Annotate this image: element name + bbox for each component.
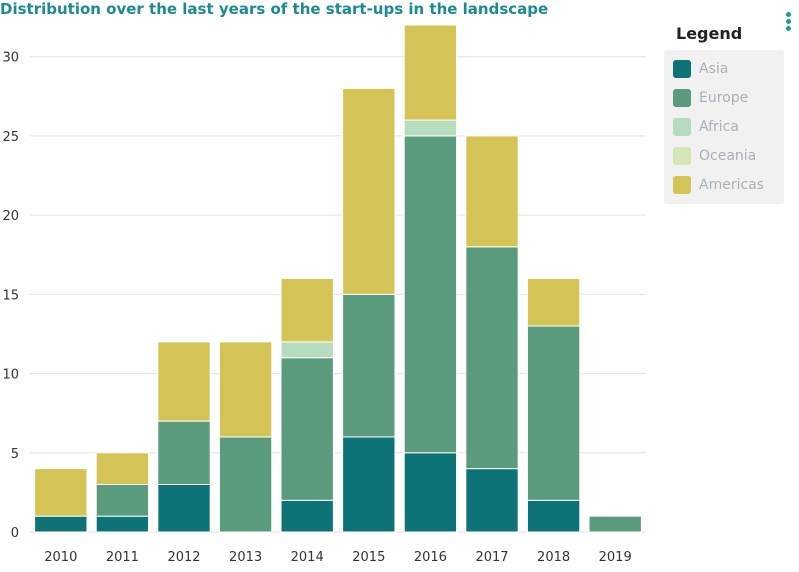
legend: Asia Europe Africa Oceania Americas <box>664 50 784 204</box>
y-tick-label: 5 <box>11 447 19 462</box>
axes: 0 5 10 15 20 25 30 2010 2011 2012 2013 2014 2015 2016… <box>2 51 631 565</box>
x-tick-label: 2010 <box>44 550 77 565</box>
bar-segment-europe[interactable] <box>95 483 150 517</box>
bar-segment-asia[interactable] <box>526 499 581 533</box>
bar-segment-europe[interactable] <box>403 135 458 454</box>
chart-plot: 0 5 10 15 20 25 30 2010 2011 2012 2013 2014 2015 2016… <box>2 24 646 565</box>
legend-swatch <box>673 176 691 194</box>
bar-segment-europe[interactable] <box>280 357 334 501</box>
legend-item-americas[interactable]: Americas <box>673 175 764 195</box>
legend-label: Americas <box>699 177 765 193</box>
y-tick-label: 30 <box>2 51 19 66</box>
x-tick-label: 2017 <box>475 550 508 565</box>
x-tick-label: 2015 <box>352 550 385 565</box>
y-tick-label: 0 <box>11 526 19 541</box>
bar-segment-americas[interactable] <box>526 278 581 327</box>
bar-segment-americas[interactable] <box>218 341 273 438</box>
bar-segment-asia[interactable] <box>280 499 334 533</box>
legend-label: Asia <box>699 61 729 77</box>
legend-item-africa[interactable]: Africa <box>673 117 739 137</box>
bar-segment-americas[interactable] <box>157 341 211 422</box>
bar-segment-americas[interactable] <box>280 278 334 343</box>
x-tick-label: 2012 <box>167 550 200 565</box>
x-tick-label: 2019 <box>599 550 632 565</box>
legend-swatch <box>673 60 691 78</box>
bar-segment-americas[interactable] <box>95 452 150 485</box>
y-tick-label: 10 <box>2 368 19 383</box>
more-options-icon[interactable] <box>781 12 795 36</box>
x-tick-label: 2016 <box>414 550 447 565</box>
bar-segment-asia[interactable] <box>403 452 458 533</box>
bar-segment-asia[interactable] <box>34 515 88 533</box>
x-tick-label: 2013 <box>229 550 262 565</box>
legend-swatch <box>673 147 691 165</box>
legend-item-europe[interactable]: Europe <box>673 88 748 108</box>
legend-item-oceania[interactable]: Oceania <box>673 146 756 166</box>
bar-segment-americas[interactable] <box>34 468 88 517</box>
x-tick-label: 2011 <box>106 550 139 565</box>
legend-swatch <box>673 118 691 136</box>
chart-title: Distribution over the last years of the … <box>0 0 549 18</box>
bar-segment-europe[interactable] <box>342 293 396 438</box>
bars <box>34 24 642 533</box>
bar-segment-asia[interactable] <box>465 468 519 533</box>
legend-swatch <box>673 89 691 107</box>
legend-label: Africa <box>699 119 739 135</box>
bar-segment-asia[interactable] <box>342 436 396 533</box>
legend-label: Europe <box>699 90 749 106</box>
bar-segment-europe[interactable] <box>526 325 581 501</box>
bar-segment-africa[interactable] <box>280 341 334 359</box>
x-tick-label: 2014 <box>291 550 324 565</box>
bar-segment-europe[interactable] <box>157 420 211 485</box>
bar-segment-asia[interactable] <box>157 483 211 533</box>
y-tick-label: 25 <box>2 130 19 145</box>
bar-segment-asia[interactable] <box>95 515 150 533</box>
y-tick-label: 20 <box>2 209 19 224</box>
bar-segment-europe[interactable] <box>465 246 519 470</box>
bar-segment-americas[interactable] <box>465 135 519 248</box>
y-tick-label: 15 <box>2 288 19 303</box>
bar-segment-americas[interactable] <box>403 24 458 121</box>
bar-segment-europe[interactable] <box>588 515 642 533</box>
x-tick-label: 2018 <box>537 550 570 565</box>
legend-label: Oceania <box>699 148 757 164</box>
legend-item-asia[interactable]: Asia <box>673 59 728 79</box>
legend-title: Legend <box>676 24 743 43</box>
bar-segment-africa[interactable] <box>403 119 458 137</box>
bar-segment-americas[interactable] <box>342 87 396 295</box>
bar-segment-europe[interactable] <box>218 436 273 533</box>
